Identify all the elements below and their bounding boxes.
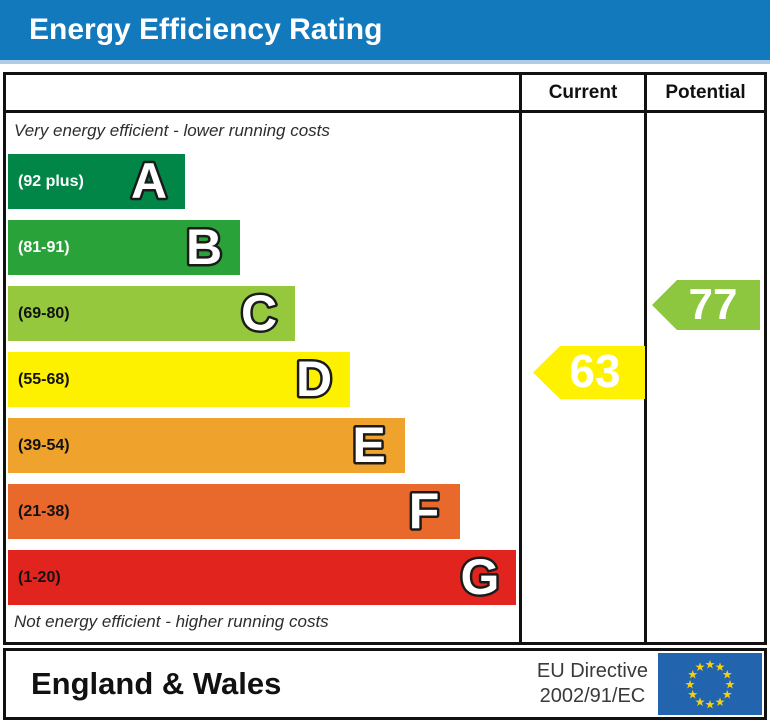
band-row: (55-68) D [8,352,350,407]
band-row: (92 plus) A [8,154,185,209]
band-range-label: (55-68) [18,371,70,388]
band-row: (1-20) G [8,550,516,605]
svg-text:C: C [241,286,277,341]
column-header-current: Current [548,81,618,103]
svg-text:E: E [352,418,385,473]
band-row: (81-91) B [8,220,240,275]
svg-text:★: ★ [695,660,706,674]
band-range-label: (39-54) [18,437,70,454]
current-arrow-shape [533,346,645,399]
svg-text:★: ★ [685,678,696,692]
page-title: Energy Efficiency Rating [29,13,383,46]
column-header-potential: Potential [665,81,746,103]
svg-text:★: ★ [705,658,716,672]
svg-text:F: F [409,484,440,539]
band-row: (69-80) C [8,286,295,341]
band-row: (21-38) F [8,484,460,539]
potential-arrow: 77 [652,280,760,330]
band-range-label: (92 plus) [18,173,84,190]
epc-rating-table: Current Potential Very energy efficient … [3,72,767,645]
svg-text:★: ★ [725,678,736,692]
band-range-label: (81-91) [18,239,70,256]
svg-text:★: ★ [687,668,698,682]
svg-text:★: ★ [715,695,726,709]
band-row: (39-54) E [8,418,405,473]
band-letter: G [458,550,502,605]
svg-text:D: D [296,352,332,407]
current-rating-value: 63 [569,346,620,397]
column-divider-current [519,75,522,642]
eu-directive-text: EU Directive 2002/91/EC [537,659,648,709]
band-letter: E [350,418,388,473]
eu-flag-icon: ★ ★★★★★★★★★★★ [658,653,762,715]
svg-text:A: A [131,154,167,209]
svg-text:B: B [186,220,222,275]
current-arrow: 63 [533,346,645,399]
band-letter: D [293,352,334,407]
band-letter: C [238,286,279,341]
band-letter: F [406,484,442,539]
footer-bar: England & Wales EU Directive 2002/91/EC … [3,648,767,720]
band-range-label: (1-20) [18,569,61,586]
header-divider-line [6,110,764,113]
column-divider-potential [644,75,647,642]
band-range-label: (69-80) [18,305,70,322]
svg-text:★: ★ [687,688,698,702]
eu-directive-line2: 2002/91/EC [539,685,646,707]
svg-text:★: ★ [695,695,706,709]
eu-directive-line1: EU Directive [536,660,648,682]
svg-text:G: G [461,550,500,605]
potential-arrow-shape [652,280,760,330]
region-label: England & Wales [31,666,282,701]
band-letter: A [128,154,169,209]
caption-not-efficient: Not energy efficient - higher running co… [14,612,329,631]
svg-text:★: ★ [722,668,733,682]
svg-text:★: ★ [705,698,716,712]
title-bar: Energy Efficiency Rating [0,0,770,64]
band-letter: B [183,220,224,275]
svg-text:★: ★ [722,688,733,702]
svg-text:★: ★ [715,660,726,674]
potential-rating-value: 77 [689,280,738,329]
caption-very-efficient: Very energy efficient - lower running co… [14,121,330,140]
band-range-label: (21-38) [18,503,70,520]
